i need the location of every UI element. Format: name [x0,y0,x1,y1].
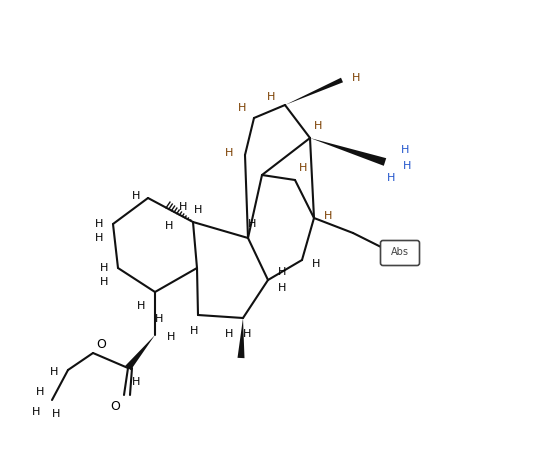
Text: H: H [36,387,44,397]
Text: H: H [278,267,286,277]
Text: H: H [165,221,173,231]
Text: H: H [312,259,320,269]
Text: H: H [100,277,108,287]
Text: H: H [278,283,286,293]
FancyBboxPatch shape [381,241,420,265]
Text: Abs: Abs [391,247,409,257]
Text: H: H [225,148,233,158]
Text: H: H [132,377,140,387]
Polygon shape [285,78,343,105]
Text: H: H [137,301,145,311]
Text: H: H [50,367,58,377]
Text: H: H [401,145,409,155]
Text: H: H [155,314,163,324]
Text: H: H [248,219,256,229]
Text: H: H [32,407,40,417]
Text: H: H [225,329,233,339]
Text: H: H [167,332,175,342]
Text: H: H [403,161,411,171]
Text: H: H [352,73,360,83]
Text: H: H [299,163,307,173]
Text: O: O [110,401,120,414]
Text: H: H [324,211,332,221]
Text: H: H [243,329,251,339]
Text: H: H [238,103,246,113]
Text: H: H [194,205,202,215]
Text: H: H [387,173,395,183]
Text: H: H [179,202,187,212]
Text: H: H [190,326,198,336]
Polygon shape [125,335,155,370]
Polygon shape [310,138,386,166]
Text: H: H [100,263,108,273]
Polygon shape [238,318,245,358]
Text: H: H [52,409,60,419]
Text: H: H [95,233,103,243]
Text: H: H [267,92,275,102]
Text: H: H [95,219,103,229]
Text: H: H [132,191,140,201]
Text: H: H [314,121,322,131]
Text: O: O [96,338,106,352]
